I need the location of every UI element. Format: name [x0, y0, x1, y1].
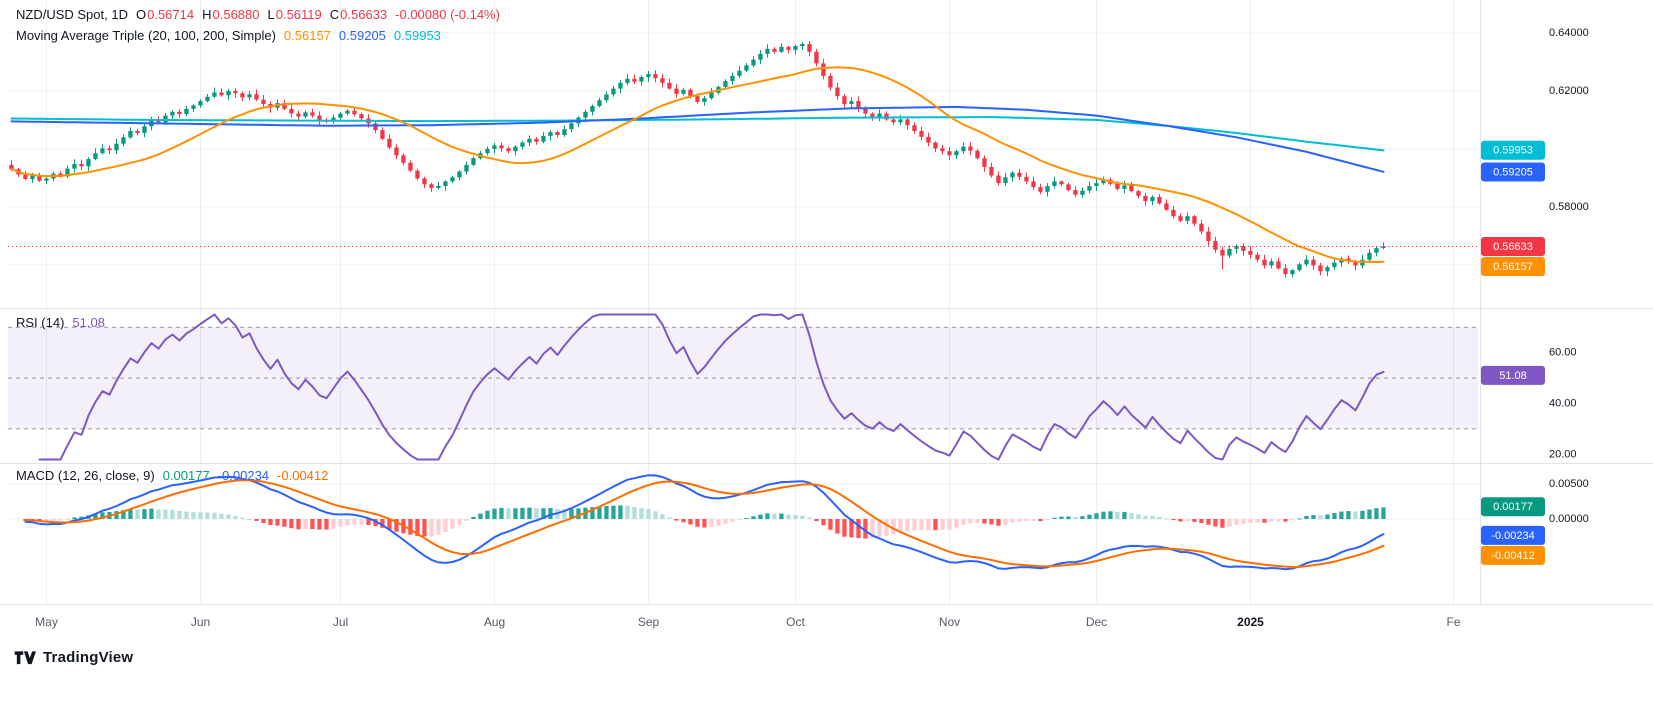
sma20-line: [10, 66, 1385, 263]
symbol-title[interactable]: NZD/USD Spot, 1D: [16, 7, 128, 22]
high-value: 0.56880: [212, 7, 260, 22]
axis-tick-label: 20.00: [1549, 448, 1577, 460]
ohlc-low: L 0.56119: [268, 7, 322, 23]
axis-tick-label: 0.00500: [1549, 478, 1589, 490]
ohlc-close: C 0.56633: [330, 7, 387, 23]
svg-text:0.59205: 0.59205: [1493, 166, 1533, 178]
rsi-value: 51.08: [72, 315, 105, 330]
ma20-value: 0.56157: [283, 28, 331, 43]
tradingview-branding[interactable]: TradingView: [14, 648, 133, 666]
tradingview-logo-icon: [14, 651, 36, 665]
grid: [8, 0, 1478, 604]
svg-text:-0.00412: -0.00412: [1491, 550, 1534, 562]
ma-indicator-title[interactable]: Moving Average Triple (20, 100, 200, Sim…: [16, 28, 276, 43]
x-axis-label: May: [35, 615, 58, 629]
svg-text:0.56633: 0.56633: [1493, 241, 1533, 253]
macd-legend: MACD (12, 26, close, 9) 0.00177 -0.00234…: [16, 468, 328, 484]
macd-badge: -0.00412: [1481, 545, 1545, 565]
axis-tick-label: 0.00000: [1549, 513, 1589, 525]
x-axis-label: Sep: [638, 615, 660, 629]
axis-tick-label: 0.58000: [1549, 201, 1589, 213]
price-scale[interactable]: 0.64000 0.62000 0.58000 60.00 40.00 20.00 0.00…: [1481, 27, 1589, 565]
rsi-indicator-title[interactable]: RSI (14): [16, 315, 65, 330]
axis-tick-label: 60.00: [1549, 347, 1577, 359]
price-badge: 0.59205: [1481, 162, 1545, 182]
svg-text:0.56157: 0.56157: [1493, 261, 1533, 273]
macd-signal-value: -0.00412: [277, 468, 329, 483]
macd-line-value: -0.00234: [217, 468, 270, 483]
axis-tick-label: 0.62000: [1549, 85, 1589, 97]
price-change: -0.00080 (-0.14%): [395, 7, 500, 22]
macd-badge: -0.00234: [1481, 525, 1545, 545]
open-value: 0.56714: [147, 7, 195, 22]
ohlc-open: O 0.56714: [136, 7, 194, 23]
high-label: H: [202, 7, 212, 22]
axis-tick-label: 40.00: [1549, 397, 1577, 409]
time-scale[interactable]: May Jun Jul Aug Sep Oct Nov Dec 2025 Fe: [35, 615, 1461, 629]
rsi-badge: 51.08: [1481, 365, 1545, 385]
low-label: L: [267, 7, 275, 22]
ma100-value: 0.59205: [338, 28, 386, 43]
candlestick-series: [9, 41, 1386, 278]
macd-signal-line: [24, 479, 1385, 568]
price-badge: 0.59953: [1481, 140, 1545, 160]
x-axis-label: Jun: [191, 615, 210, 629]
open-label: O: [135, 7, 147, 22]
x-axis-label: Jul: [333, 615, 348, 629]
rsi-legend: RSI (14) 51.08: [16, 315, 105, 331]
price-legend-row: NZD/USD Spot, 1D O 0.56714 H 0.56880 L 0.56…: [16, 7, 500, 23]
macd-indicator-title[interactable]: MACD (12, 26, close, 9): [16, 468, 155, 483]
macd-legend-row: MACD (12, 26, close, 9) 0.00177 -0.00234…: [16, 468, 328, 484]
sma100-line: [10, 105, 1385, 173]
x-axis-label: Fe: [1446, 615, 1460, 629]
price-legend: NZD/USD Spot, 1D O 0.56714 H 0.56880 L 0.56…: [16, 7, 500, 44]
rsi-legend-row: RSI (14) 51.08: [16, 315, 105, 331]
x-axis-label: Dec: [1086, 615, 1107, 629]
svg-text:0.59953: 0.59953: [1493, 145, 1533, 157]
ohlc-high: H 0.56880: [202, 7, 259, 23]
x-axis-label: 2025: [1237, 615, 1264, 629]
price-badge: 0.56157: [1481, 257, 1545, 276]
close-label: C: [329, 7, 340, 22]
tradingview-wordmark: TradingView: [43, 648, 134, 666]
close-value: 0.56633: [340, 7, 388, 22]
ma200-value: 0.59953: [393, 28, 441, 43]
svg-text:51.08: 51.08: [1499, 370, 1527, 382]
svg-text:0.00177: 0.00177: [1493, 501, 1533, 513]
rsi-line: [38, 313, 1385, 461]
x-axis-label: Nov: [939, 615, 960, 629]
macd-badge: 0.00177: [1481, 497, 1545, 517]
x-axis-label: Aug: [484, 615, 505, 629]
svg-text:-0.00234: -0.00234: [1491, 530, 1534, 542]
axis-tick-label: 0.64000: [1549, 27, 1589, 39]
macd-hist-value: 0.00177: [162, 468, 210, 483]
ma-legend-row: Moving Average Triple (20, 100, 200, Sim…: [16, 28, 500, 44]
price-badge: 0.56633: [1481, 237, 1545, 256]
x-axis-label: Oct: [786, 615, 805, 629]
low-value: 0.56119: [275, 7, 322, 22]
